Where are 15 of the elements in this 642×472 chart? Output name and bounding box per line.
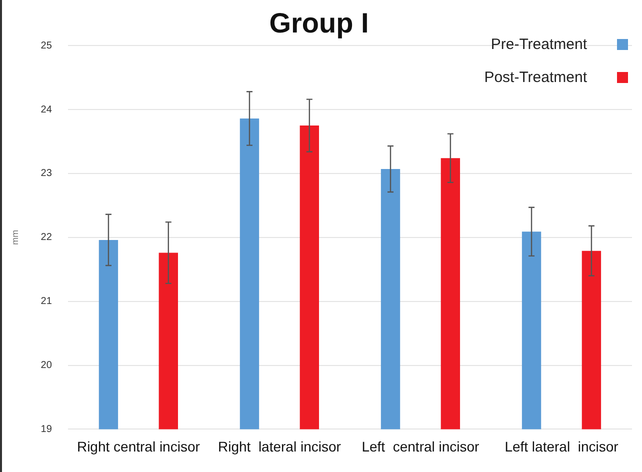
y-tick-label: 21 <box>40 296 52 308</box>
y-tick-label: 25 <box>40 40 52 52</box>
x-tick-label: Right lateral incisor <box>218 438 342 454</box>
chart-title: Group I <box>269 8 369 39</box>
legend-label: Post-Treatment <box>484 69 587 86</box>
x-tick-label: Right central incisor <box>76 438 200 454</box>
legend-label: Pre-Treatment <box>490 36 587 53</box>
y-tick-label: 20 <box>40 360 52 372</box>
y-tick-label: 23 <box>40 168 52 180</box>
x-tick-label: Left lateral incisor <box>504 438 619 454</box>
y-tick-label: 19 <box>40 424 52 435</box>
y-axis-title: mm <box>10 230 20 245</box>
x-tick-label: Left central incisor <box>362 438 480 454</box>
y-tick-label: 24 <box>40 104 52 116</box>
y-tick-label: 22 <box>40 232 52 244</box>
